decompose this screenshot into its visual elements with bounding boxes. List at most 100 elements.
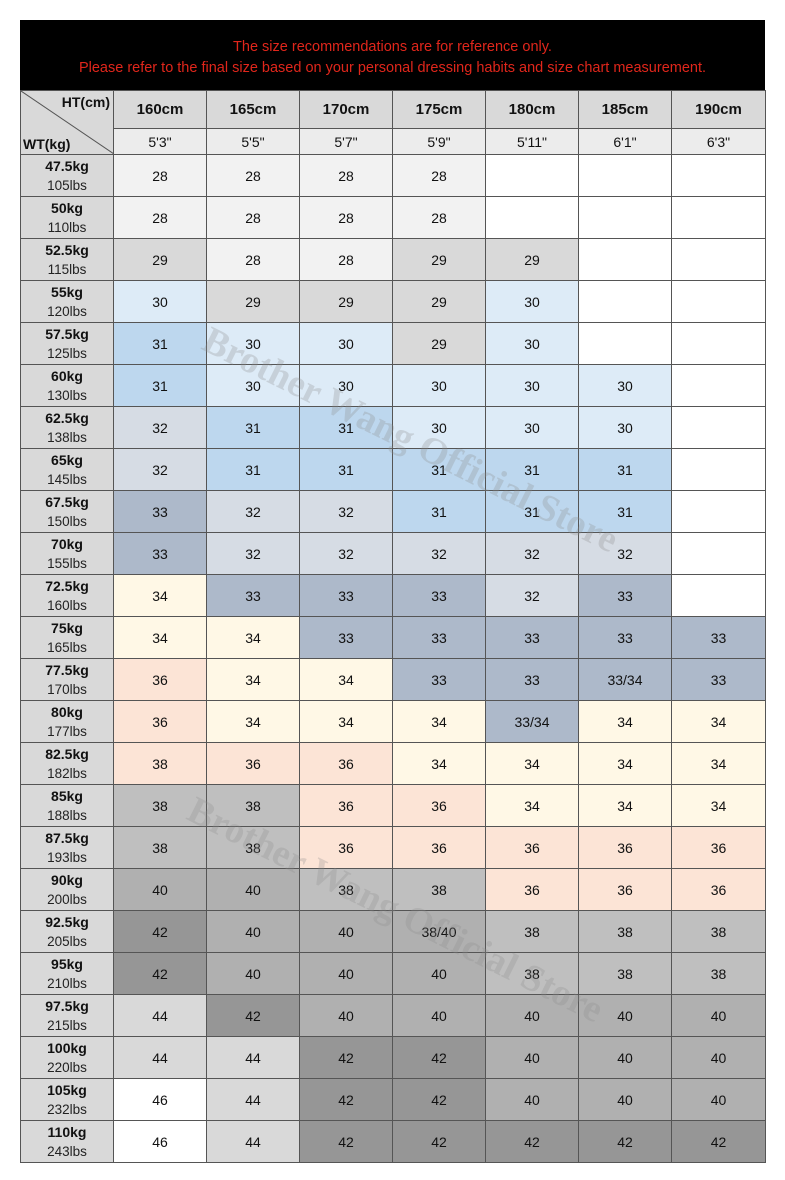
size-row: 92.5kg 205lbs 42 40 40 38/40 38 38 38 — [20, 910, 766, 953]
size-cell: 29 — [113, 238, 207, 281]
size-cell: 42 — [392, 1036, 486, 1079]
size-cell: 28 — [392, 196, 486, 239]
size-cell: 34 — [206, 700, 300, 743]
size-cell: 38 — [392, 868, 486, 911]
size-cell: 38 — [578, 910, 672, 953]
weight-lbs: 200lbs — [47, 891, 87, 907]
weight-lbs: 215lbs — [47, 1017, 87, 1033]
size-cell: 30 — [299, 322, 393, 365]
weight-kg: 52.5kg — [45, 241, 89, 258]
size-cell: 31 — [299, 406, 393, 449]
size-cell: 34 — [671, 700, 766, 743]
size-cell: 32 — [392, 532, 486, 575]
size-cell: 38 — [113, 742, 207, 785]
size-cell: 33 — [113, 490, 207, 533]
size-cell: 33 — [392, 616, 486, 659]
size-cell: 31 — [206, 448, 300, 491]
size-cell: 33 — [671, 616, 766, 659]
size-cell: 42 — [299, 1078, 393, 1121]
size-cell: 34 — [392, 742, 486, 785]
height-cm: 170cm — [299, 90, 393, 129]
weight-kg: 97.5kg — [45, 997, 89, 1014]
size-cell: 40 — [206, 952, 300, 995]
size-cell: 46 — [113, 1078, 207, 1121]
size-cell: 28 — [113, 154, 207, 197]
size-cell: 42 — [578, 1120, 672, 1163]
size-cell: 44 — [206, 1078, 300, 1121]
size-cell: 38 — [671, 910, 766, 953]
size-cell: 32 — [485, 574, 579, 617]
size-cell: 34 — [206, 616, 300, 659]
size-cell: 34 — [113, 616, 207, 659]
size-cell: 42 — [485, 1120, 579, 1163]
weight-kg: 62.5kg — [45, 409, 89, 426]
weight-cell: 100kg 220lbs — [20, 1036, 114, 1079]
size-row: 70kg 155lbs 33 32 32 32 32 32 — [20, 532, 766, 575]
size-cell: 31 — [299, 448, 393, 491]
weight-lbs: 243lbs — [47, 1143, 87, 1159]
size-cell: 42 — [671, 1120, 766, 1163]
height-ft: 5'9" — [392, 128, 486, 155]
weight-lbs: 125lbs — [47, 345, 87, 361]
size-cell: 40 — [299, 994, 393, 1037]
weight-lbs: 120lbs — [47, 303, 87, 319]
size-row: 52.5kg 115lbs 29 28 28 29 29 — [20, 238, 766, 281]
size-cell: 33 — [578, 574, 672, 617]
size-cell: 30 — [485, 364, 579, 407]
size-cell — [578, 196, 672, 239]
size-cell: 30 — [485, 280, 579, 323]
weight-cell: 52.5kg 115lbs — [20, 238, 114, 281]
size-cell — [671, 448, 766, 491]
weight-cell: 82.5kg 182lbs — [20, 742, 114, 785]
size-row: 65kg 145lbs 32 31 31 31 31 31 — [20, 448, 766, 491]
size-row: 50kg 110lbs 28 28 28 28 — [20, 196, 766, 239]
size-cell: 40 — [578, 1036, 672, 1079]
weight-kg: 65kg — [51, 451, 83, 468]
size-cell: 30 — [485, 406, 579, 449]
weight-kg: 92.5kg — [45, 913, 89, 930]
weight-kg: 80kg — [51, 703, 83, 720]
size-table: HT(cm) WT(kg) 160cm 165cm 170cm 175cm 180cm 1… — [20, 90, 766, 1163]
size-cell: 36 — [392, 784, 486, 827]
size-cell: 44 — [206, 1036, 300, 1079]
weight-kg: 50kg — [51, 199, 83, 216]
weight-kg: 70kg — [51, 535, 83, 552]
height-ft: 5'11" — [485, 128, 579, 155]
weight-cell: 62.5kg 138lbs — [20, 406, 114, 449]
weight-cell: 77.5kg 170lbs — [20, 658, 114, 701]
size-cell: 40 — [578, 1078, 672, 1121]
height-cm: 180cm — [485, 90, 579, 129]
height-cm: 185cm — [578, 90, 672, 129]
size-cell: 30 — [299, 364, 393, 407]
size-cell: 32 — [299, 532, 393, 575]
height-ft: 5'5" — [206, 128, 300, 155]
size-cell: 29 — [485, 238, 579, 281]
height-cm: 165cm — [206, 90, 300, 129]
size-cell: 29 — [392, 280, 486, 323]
size-cell — [578, 280, 672, 323]
size-cell: 33 — [113, 532, 207, 575]
size-row: 60kg 130lbs 31 30 30 30 30 30 — [20, 364, 766, 407]
weight-lbs: 177lbs — [47, 723, 87, 739]
size-cell — [485, 154, 579, 197]
size-cell: 28 — [392, 154, 486, 197]
diagonal — [21, 91, 114, 154]
size-cell: 36 — [299, 784, 393, 827]
size-cell: 40 — [392, 952, 486, 995]
size-cell: 34 — [485, 784, 579, 827]
size-cell: 31 — [206, 406, 300, 449]
weight-cell: 95kg 210lbs — [20, 952, 114, 995]
weight-kg: 60kg — [51, 367, 83, 384]
size-cell — [578, 154, 672, 197]
notice-line: The size recommendations are for referen… — [233, 39, 552, 55]
weight-kg: 90kg — [51, 871, 83, 888]
size-cell — [671, 196, 766, 239]
size-cell: 42 — [392, 1120, 486, 1163]
weight-cell: 80kg 177lbs — [20, 700, 114, 743]
size-row: 82.5kg 182lbs 38 36 36 34 34 34 34 — [20, 742, 766, 785]
size-cell: 32 — [113, 406, 207, 449]
size-cell: 34 — [299, 658, 393, 701]
size-cell: 33/34 — [485, 700, 579, 743]
weight-cell: 50kg 110lbs — [20, 196, 114, 239]
size-cell: 32 — [485, 532, 579, 575]
